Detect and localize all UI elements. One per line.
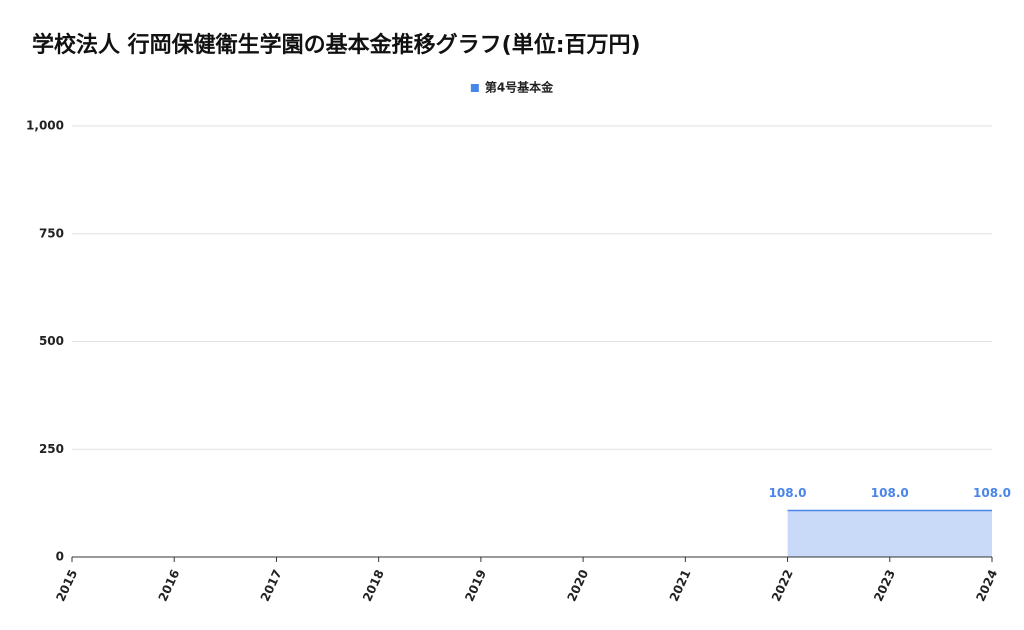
area [787,510,992,557]
x-tick-label: 2020 [565,567,592,603]
x-tick-label: 2019 [462,567,489,603]
x-tick-label: 2024 [973,567,1000,603]
data-label: 108.0 [973,486,1011,500]
data-label: 108.0 [871,486,909,500]
x-tick-label: 2021 [667,567,694,603]
y-tick-label: 1,000 [26,119,64,133]
data-label: 108.0 [769,486,807,500]
chart-title: 学校法人 行岡保健衛生学園の基本金推移グラフ(単位:百万円) [32,32,641,58]
x-tick-label: 2022 [769,567,796,603]
y-tick-label: 0 [56,550,64,564]
y-tick-label: 500 [39,334,64,348]
y-tick-label: 250 [39,442,64,456]
y-tick-label: 750 [39,226,64,240]
x-tick-label: 2018 [360,567,387,603]
x-tick-label: 2023 [871,567,898,603]
x-tick-label: 2015 [53,567,80,603]
legend-swatch [470,84,479,92]
x-tick-label: 2016 [156,567,183,603]
legend-label: 第4号基本金 [485,80,554,95]
x-tick-label: 2017 [258,567,285,603]
